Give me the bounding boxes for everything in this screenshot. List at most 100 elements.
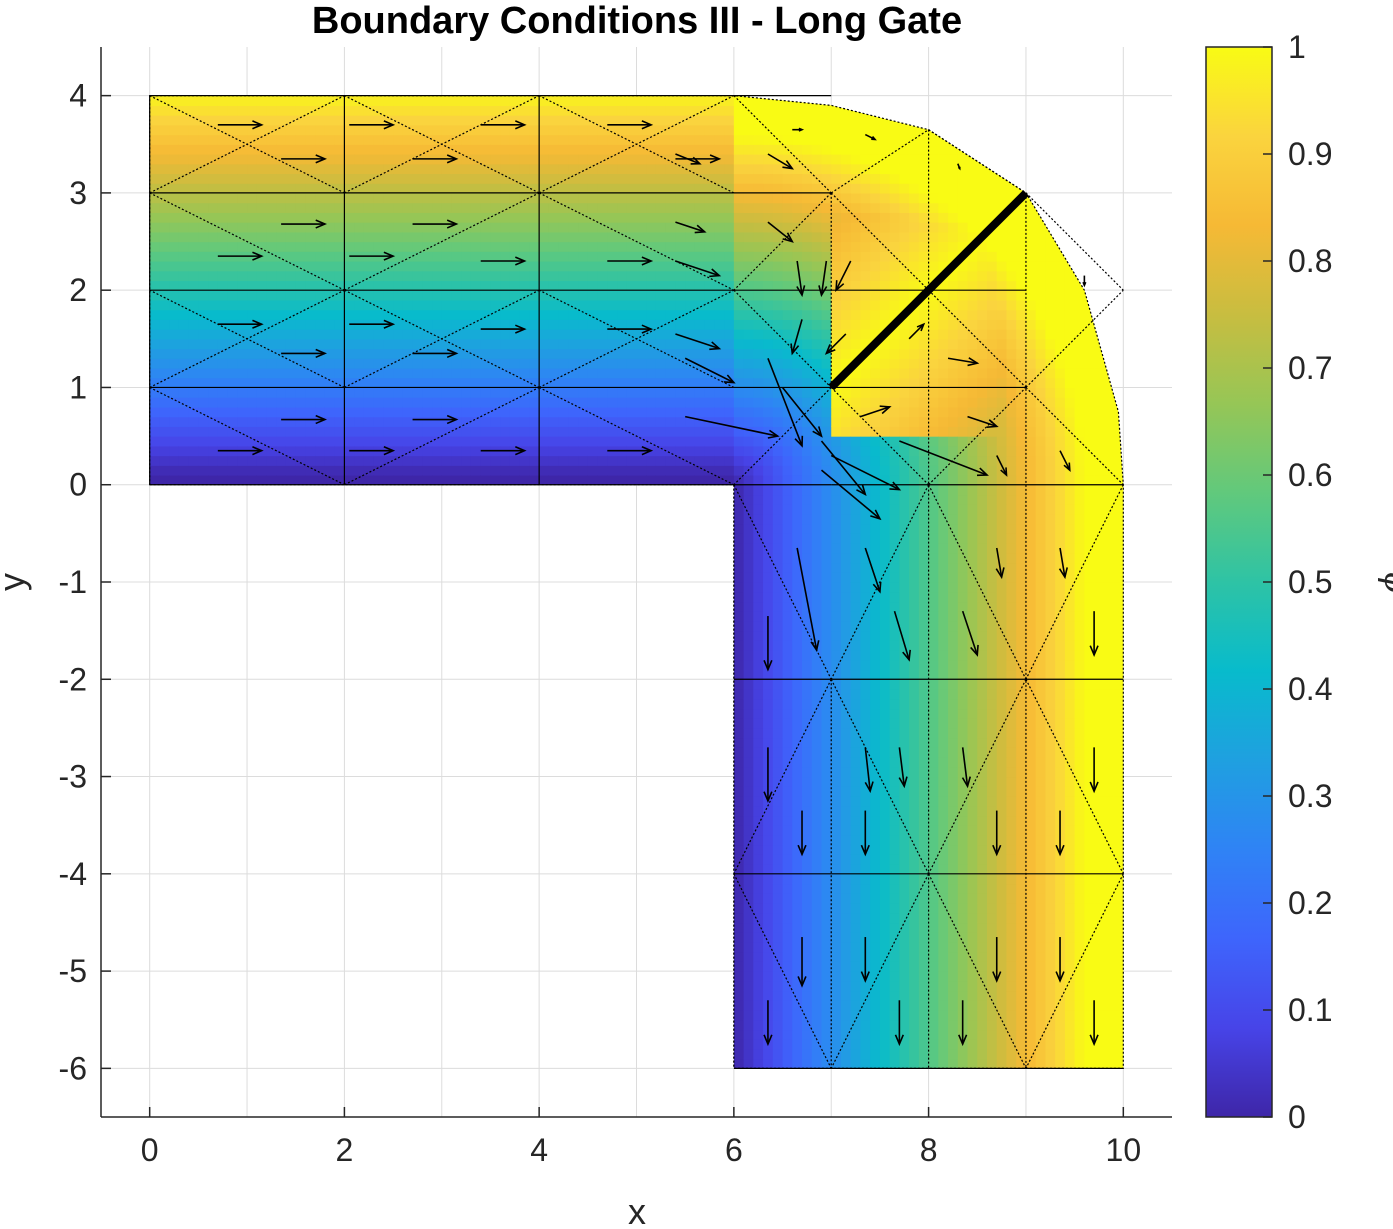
field-cell <box>198 280 209 291</box>
field-cell <box>763 280 774 291</box>
field-cell <box>909 805 920 817</box>
field-cell <box>548 465 560 476</box>
field-cell <box>694 455 706 466</box>
field-cell <box>957 864 969 875</box>
field-cell <box>860 796 871 807</box>
field-cell <box>879 134 891 145</box>
field-cell <box>237 280 248 291</box>
field-cell <box>159 387 170 398</box>
field-cell <box>782 893 793 904</box>
field-cell <box>840 834 852 846</box>
field-cell <box>870 144 881 155</box>
field-cell <box>909 766 920 778</box>
field-cell <box>860 95 871 106</box>
field-cell <box>879 620 891 632</box>
field-cell <box>743 222 754 233</box>
field-cell <box>753 173 764 184</box>
field-cell <box>782 864 793 875</box>
field-cell <box>422 270 433 282</box>
field-cell <box>879 611 891 622</box>
field-cell <box>899 815 910 826</box>
field-cell <box>840 582 852 593</box>
field-cell <box>597 154 608 165</box>
field-cell <box>393 368 404 379</box>
field-cell <box>714 406 725 418</box>
field-cell <box>899 825 910 836</box>
field-cell <box>811 309 823 320</box>
field-cell <box>879 533 891 544</box>
field-cell <box>763 679 774 690</box>
field-cell <box>821 280 832 291</box>
field-cell <box>285 241 297 252</box>
field-cell <box>509 163 521 175</box>
field-cell <box>938 436 949 447</box>
field-cell <box>840 1010 852 1021</box>
field-cell <box>743 484 754 496</box>
field-cell <box>198 163 209 175</box>
field-cell <box>733 183 745 194</box>
field-cell <box>490 465 501 476</box>
field-cell <box>344 329 355 340</box>
field-cell <box>587 105 599 116</box>
field-cell <box>685 115 696 126</box>
field-cell <box>558 154 569 165</box>
field-cell <box>733 825 745 836</box>
field-cell <box>918 961 930 972</box>
field-cell <box>909 95 920 97</box>
field-cell <box>772 1039 784 1050</box>
field-cell <box>733 299 745 311</box>
field-cell <box>315 319 326 330</box>
field-cell <box>334 445 346 457</box>
field-cell <box>694 309 706 320</box>
field-cell <box>480 416 492 427</box>
field-cell <box>315 426 326 437</box>
field-cell <box>587 426 599 437</box>
field-cell <box>724 475 735 486</box>
field-cell <box>256 455 268 466</box>
field-cell <box>412 445 423 457</box>
field-cell <box>938 416 949 427</box>
field-cell <box>578 406 589 418</box>
field-cell <box>198 377 209 389</box>
field-cell <box>753 513 764 525</box>
field-cell <box>967 397 978 408</box>
field-cell <box>733 231 745 243</box>
field-cell <box>840 572 852 583</box>
field-cell <box>860 329 871 340</box>
field-cell <box>256 270 268 282</box>
field-cell <box>879 513 891 525</box>
field-cell <box>393 261 404 272</box>
field-cell <box>354 475 365 486</box>
field-cell <box>480 231 492 243</box>
field-cell <box>870 796 881 807</box>
field-cell <box>587 154 599 165</box>
field-cell <box>305 338 316 350</box>
field-cell <box>860 1039 871 1050</box>
field-cell <box>402 358 414 369</box>
field-cell <box>889 309 900 320</box>
field-cell <box>753 630 764 641</box>
field-cell <box>178 406 190 418</box>
field-cell <box>724 368 735 379</box>
field-cell <box>763 1058 774 1069</box>
field-cell <box>694 280 706 291</box>
field-cell <box>938 552 949 564</box>
field-cell <box>899 290 910 301</box>
field-cell <box>694 192 706 204</box>
field-cell <box>149 231 161 243</box>
field-cell <box>256 202 268 213</box>
field-cell <box>655 173 667 184</box>
field-cell <box>266 406 277 418</box>
field-cell <box>665 436 677 447</box>
field-cell <box>626 358 638 369</box>
field-cell <box>315 144 326 155</box>
field-cell <box>782 348 793 359</box>
field-cell <box>568 173 579 184</box>
field-cell <box>811 358 823 369</box>
field-cell <box>237 455 248 466</box>
field-cell <box>227 95 238 106</box>
field-cell <box>899 251 910 262</box>
field-cell <box>743 689 754 700</box>
field-cell <box>490 261 501 272</box>
field-cell <box>753 844 764 855</box>
